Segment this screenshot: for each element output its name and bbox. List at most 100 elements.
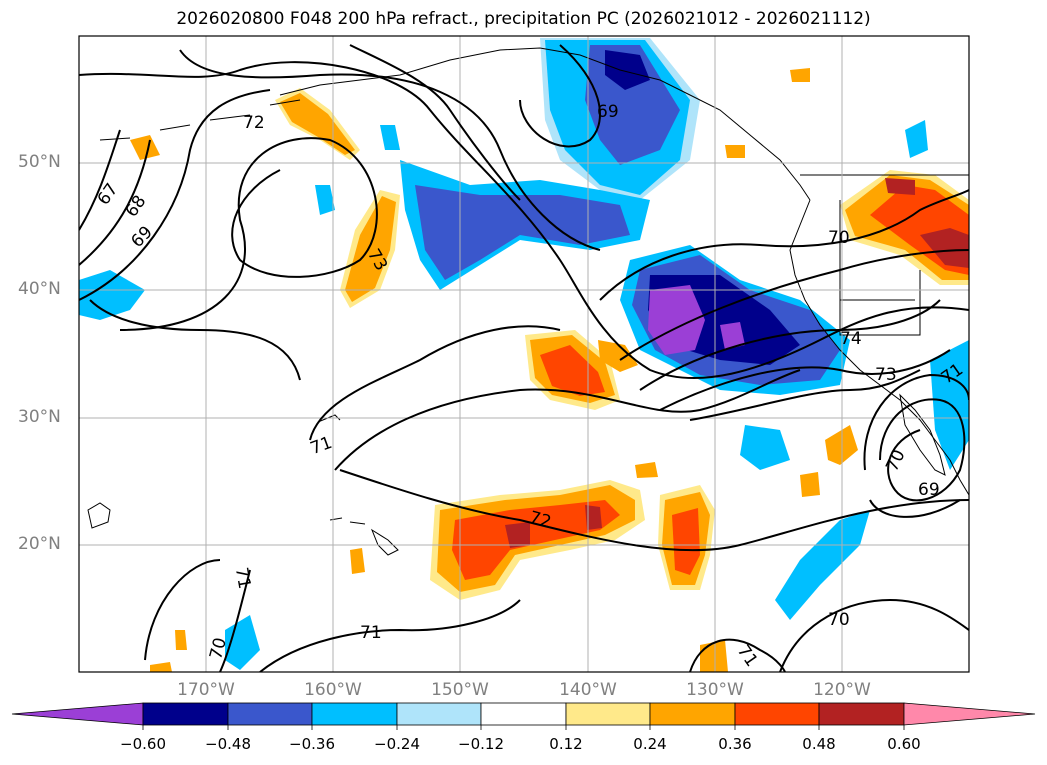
coast-aleutian [99, 99, 301, 141]
contour-x [863, 373, 969, 471]
colorbar-tick-label: −0.12 [458, 735, 504, 753]
contour-w [879, 398, 966, 502]
colorbar-tick-label: 0.12 [549, 735, 583, 753]
colorbar-segment [227, 702, 313, 726]
colorbar-tick-label: −0.60 [120, 735, 166, 753]
contour-s [259, 599, 521, 672]
shade-orange-nw [280, 93, 355, 155]
contour-label: 69 [918, 480, 940, 500]
shade-redorange-south [452, 500, 620, 580]
contour-m [689, 369, 921, 421]
shade-navy [605, 50, 650, 90]
refractivity-contours [79, 44, 969, 672]
contour-j [619, 249, 969, 361]
contour-d [119, 137, 378, 331]
contour-t [339, 469, 969, 552]
shade-orange-tiny3 [725, 145, 745, 158]
lat-label: 50°N [18, 152, 61, 172]
contour-b [79, 139, 151, 266]
shade-orange-tiny5 [800, 472, 820, 497]
colorbar-tick-label: 0.48 [802, 735, 836, 753]
lat-label: 20°N [18, 534, 61, 554]
coast-north-america [789, 199, 969, 496]
contour-p [89, 299, 301, 381]
colorbar-tick-label: 0.36 [718, 735, 752, 753]
contour-l [659, 349, 951, 411]
contour-label: 73 [875, 365, 897, 385]
shade-sky-mid2 [740, 425, 790, 470]
shade-orange-tiny7 [175, 630, 187, 650]
contour-c [79, 89, 271, 301]
colorbar-tick-label: −0.48 [205, 735, 251, 753]
colorbar-tick-label: 0.60 [887, 735, 921, 753]
contour-v [689, 638, 786, 672]
contour-n [334, 369, 801, 471]
shade-firebrick-ne2 [885, 178, 915, 195]
colorbar-segment [649, 702, 736, 726]
colorbar-over-arrow [903, 702, 1036, 726]
shade-orange-tiny6 [700, 640, 728, 672]
contour-q [219, 569, 251, 672]
colorbar [11, 702, 1036, 730]
contour-i [599, 189, 969, 301]
colorbar-tick-label: 0.24 [633, 735, 667, 753]
colorbar-under-arrow [11, 702, 144, 726]
shade-purple-east [648, 285, 705, 355]
map-frame [78, 35, 970, 673]
precip-negative-shading [79, 38, 969, 670]
contour-u [779, 598, 969, 672]
contour-g [349, 44, 521, 201]
shade-orange-tiny9 [350, 548, 365, 574]
shade-sky-west [79, 270, 145, 320]
contour-label: 69 [597, 102, 619, 122]
contour-r [144, 559, 221, 661]
shade-firebrick-ne [920, 228, 969, 268]
shade-purple-east2 [720, 322, 745, 350]
shade-sky-tiny2 [905, 120, 928, 158]
lon-label: 150°W [431, 680, 489, 700]
shade-orange-tiny2 [790, 68, 810, 82]
contour-label: 71 [231, 566, 254, 591]
colorbar-tick-label: −0.36 [289, 735, 335, 753]
lon-label: 160°W [304, 680, 362, 700]
shade-redorange-sc [672, 508, 700, 575]
shade-orange-mid2 [598, 340, 638, 372]
shade-orange-tiny10 [150, 662, 172, 672]
contour-label: 72 [243, 113, 265, 133]
colorbar-segment [565, 702, 651, 726]
lon-label: 170°W [177, 680, 235, 700]
lat-label: 40°N [18, 279, 61, 299]
shade-firebrick-south [505, 522, 530, 548]
lon-label: 140°W [559, 680, 617, 700]
precip-positive-shading [130, 68, 969, 672]
colorbar-segment [396, 702, 482, 726]
shade-sky-south [775, 510, 870, 620]
contour-label: 71 [360, 623, 382, 643]
lon-label: 120°W [813, 680, 871, 700]
gridlines [79, 36, 969, 672]
contour-h [519, 44, 601, 148]
colorbar-segment [311, 702, 398, 726]
colorbar-segment [734, 702, 820, 726]
contour-k [639, 299, 941, 391]
colorbar-segment [818, 702, 905, 726]
contour-label: 74 [840, 329, 862, 349]
shade-redorange-mid [540, 345, 605, 396]
border-states [839, 200, 921, 336]
shade-orange-tiny1 [130, 135, 160, 160]
shade-sky-tiny1 [315, 185, 335, 215]
shade-firebrick-south2 [585, 505, 602, 530]
contour-label: 70 [828, 610, 850, 630]
colorbar-segment [480, 702, 567, 726]
contour-label: 70 [828, 228, 850, 248]
shade-blue-mid [415, 185, 630, 280]
colorbar-segment [142, 702, 229, 726]
map-title: 2026020800 F048 200 hPa refract., precip… [176, 9, 871, 29]
contour-a [79, 129, 121, 231]
lat-label: 30°N [18, 407, 61, 427]
coast-island-west [87, 502, 111, 529]
contour-e [79, 61, 969, 380]
contour-f [179, 49, 601, 251]
shade-sky-tiny3 [380, 125, 400, 150]
